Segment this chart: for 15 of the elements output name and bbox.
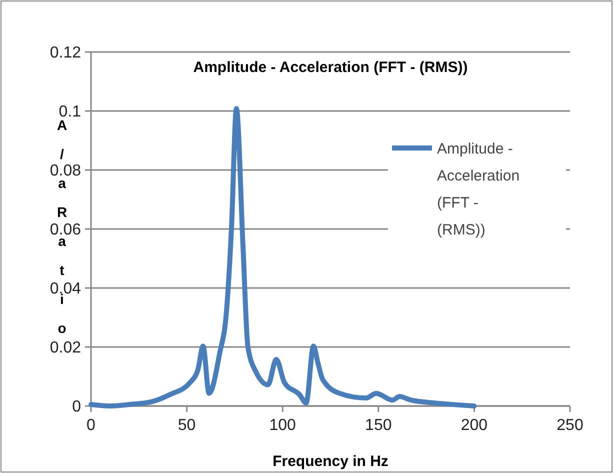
y-tick-label: 0 [72, 398, 82, 416]
y-tick-label: 0.02 [50, 340, 82, 357]
x-tick-label: 200 [460, 417, 488, 434]
x-tick-label: 0 [86, 417, 96, 434]
y-tick-label: 0.06 [50, 222, 82, 239]
y-tick-label: 0.12 [50, 44, 82, 62]
x-tick-label: 150 [365, 417, 392, 434]
y-tick-label: 0.08 [50, 162, 82, 180]
x-tick-label: 50 [178, 417, 196, 434]
text: Amplitude - Acceleration (FFT - (RMS)) [193, 59, 468, 76]
legend-label: Amplitude - Acceleration (FFT - (RMS)) [437, 140, 520, 238]
x-axis-title: Frequency in Hz [272, 453, 388, 470]
y-tick-label: 0.1 [58, 104, 82, 121]
x-tick-label: 100 [269, 417, 296, 434]
x-tick-label: 250 [556, 417, 584, 434]
